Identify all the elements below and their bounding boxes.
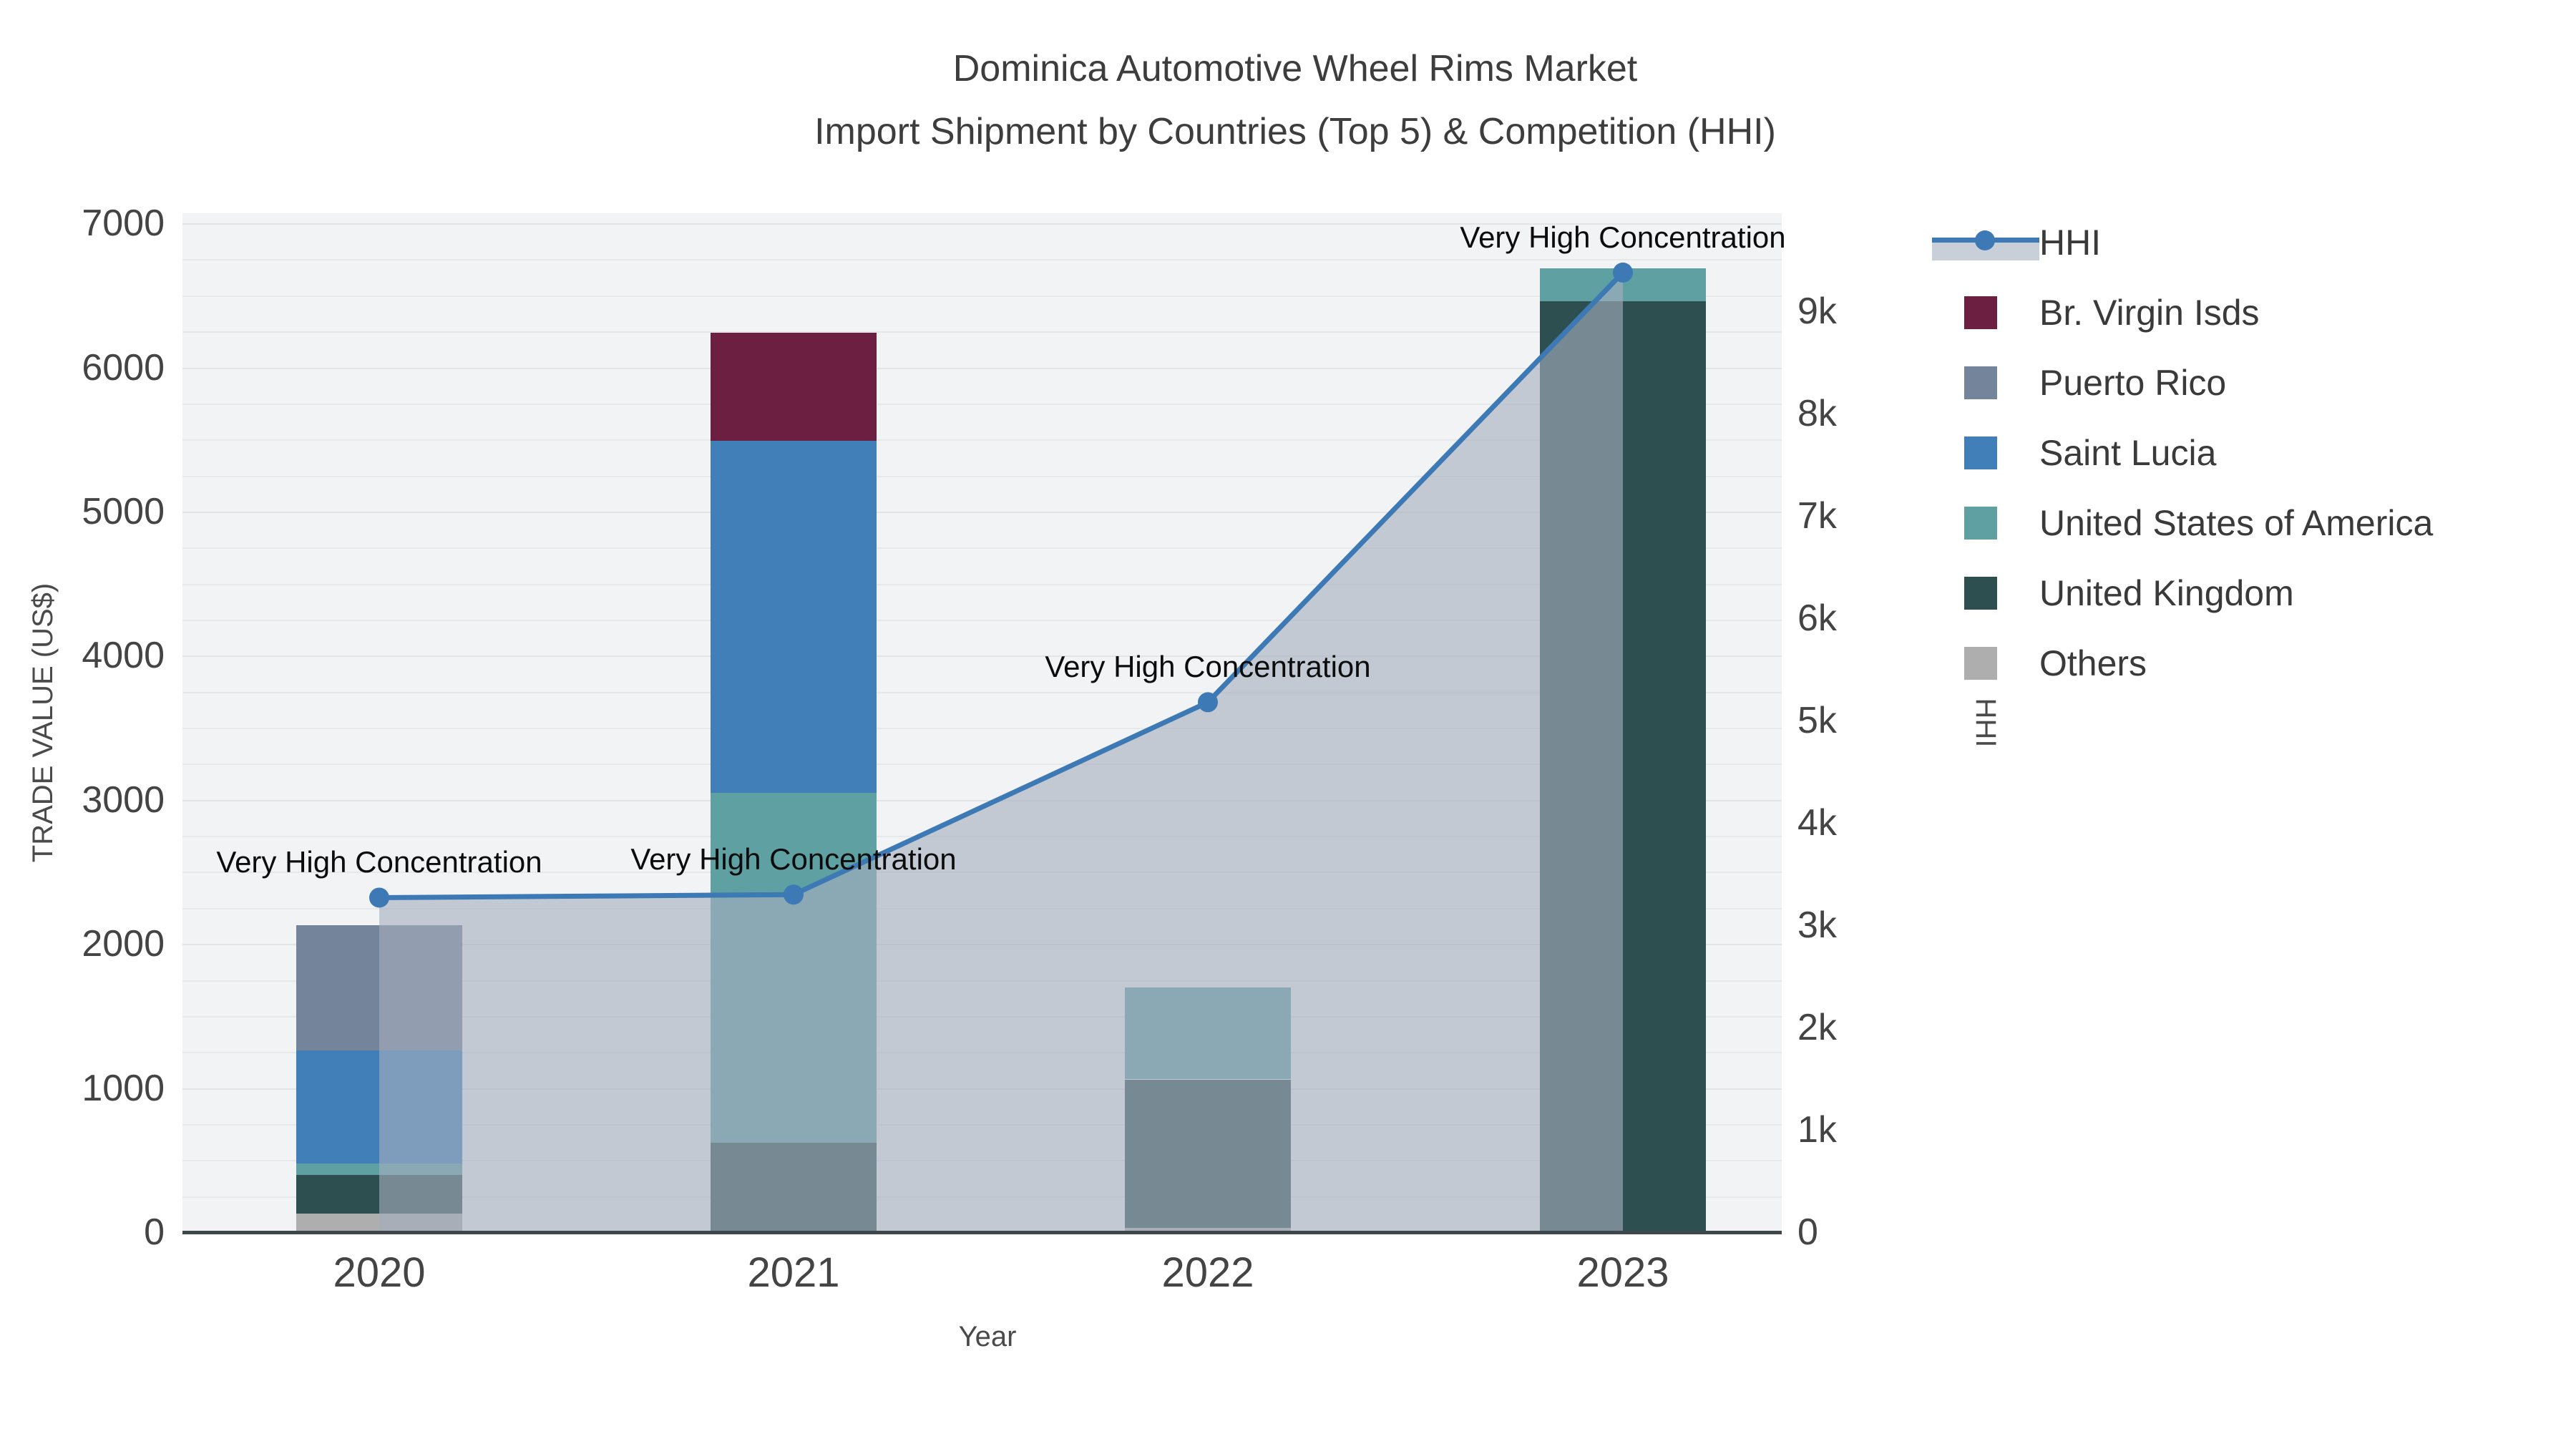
legend-item-puerto-rico[interactable]: Puerto Rico	[1925, 362, 2569, 405]
y-right-tick-5k: 5k	[1797, 700, 1837, 742]
gridline-4500	[182, 583, 1782, 585]
legend-swatch-united-states-of-america	[1964, 507, 1997, 540]
x-tick-2022: 2022	[1161, 1249, 1254, 1296]
annotation-2022: Very High Concentration	[1045, 650, 1371, 684]
x-tick-2020: 2020	[333, 1249, 426, 1296]
legend-item-united-kingdom[interactable]: United Kingdom	[1925, 572, 2569, 615]
y-left-tick-1000: 1000	[82, 1067, 165, 1109]
gridline-7000	[182, 223, 1782, 225]
legend-item-saint-lucia[interactable]: Saint Lucia	[1925, 432, 2569, 475]
y-right-tick-9k: 9k	[1797, 291, 1837, 333]
gridline-3000	[182, 799, 1782, 801]
annotation-2021: Very High Concentration	[630, 842, 957, 877]
y-axis-right-title: HHI	[1970, 698, 2001, 748]
y-left-tick-3000: 3000	[82, 779, 165, 821]
annotation-2023: Very High Concentration	[1460, 220, 1786, 254]
legend-swatch-others	[1964, 647, 1997, 680]
y-right-tick-4k: 4k	[1797, 802, 1837, 844]
y-right-tick-1k: 1k	[1797, 1109, 1837, 1151]
gridline-5500	[182, 439, 1782, 441]
legend-label-hhi: HHI	[2039, 223, 2102, 263]
legend-swatch-saint-lucia	[1964, 436, 1997, 469]
legend-label-puerto-rico: Puerto Rico	[2039, 363, 2227, 403]
hhi-marker-2023[interactable]	[1613, 262, 1633, 283]
gridline-3500	[182, 728, 1782, 730]
legend-label-united-kingdom: United Kingdom	[2039, 573, 2294, 613]
legend-item-hhi[interactable]: HHI	[1925, 222, 2569, 265]
x-tick-2021: 2021	[747, 1249, 840, 1296]
y-right-tick-8k: 8k	[1797, 393, 1837, 435]
gridline-3750	[182, 691, 1782, 693]
y-left-tick-6000: 6000	[82, 346, 165, 389]
gridline-4000	[182, 655, 1782, 658]
hhi-legend-marker-icon	[1975, 230, 1995, 250]
x-axis-line	[182, 1231, 1782, 1234]
bar-segment-2021-br-virgin-isds[interactable]	[711, 333, 877, 441]
gridline-5750	[182, 403, 1782, 405]
bar-segment-2021-saint-lucia[interactable]	[711, 441, 877, 793]
legend-label-saint-lucia: Saint Lucia	[2039, 433, 2217, 473]
hhi-area-fill	[379, 272, 1623, 1231]
chart-title-block: Dominica Automotive Wheel Rims Market Im…	[14, 50, 2576, 150]
x-axis-title: Year	[958, 1321, 1017, 1352]
legend-label-united-states-of-america: United States of America	[2039, 503, 2434, 543]
hhi-marker-2021[interactable]	[784, 884, 804, 905]
legend-label-br-virgin-isds: Br. Virgin Isds	[2039, 293, 2260, 333]
gridline-3250	[182, 763, 1782, 766]
hhi-line	[379, 270, 1625, 900]
hhi-marker-2022[interactable]	[1198, 692, 1218, 713]
x-tick-2023: 2023	[1576, 1249, 1669, 1296]
legend-swatch-br-virgin-isds	[1964, 296, 1997, 329]
y-right-tick-0: 0	[1797, 1211, 1818, 1253]
y-right-tick-6k: 6k	[1797, 597, 1837, 640]
chart-subtitle: Import Shipment by Countries (Top 5) & C…	[814, 111, 1776, 152]
y-left-tick-2000: 2000	[82, 923, 165, 965]
legend-item-br-virgin-isds[interactable]: Br. Virgin Isds	[1925, 292, 2569, 335]
y-right-tick-3k: 3k	[1797, 904, 1837, 947]
chart-title: Dominica Automotive Wheel Rims Market	[952, 48, 1638, 89]
y-left-tick-7000: 7000	[82, 203, 165, 245]
gridline-6250	[182, 331, 1782, 333]
y-right-tick-7k: 7k	[1797, 495, 1837, 537]
annotation-2020: Very High Concentration	[216, 845, 542, 879]
gridline-6750	[182, 259, 1782, 261]
y-left-tick-5000: 5000	[82, 490, 165, 532]
y-axis-left-title: TRADE VALUE (US$)	[27, 582, 59, 863]
legend-swatch-puerto-rico	[1964, 366, 1997, 399]
gridline-6500	[182, 295, 1782, 297]
gridline-5000	[182, 511, 1782, 513]
y-left-tick-4000: 4000	[82, 635, 165, 677]
legend-item-united-states-of-america[interactable]: United States of America	[1925, 502, 2569, 545]
gridline-5250	[182, 475, 1782, 477]
y-right-tick-2k: 2k	[1797, 1007, 1837, 1049]
gridline-4250	[182, 619, 1782, 621]
legend-item-others[interactable]: Others	[1925, 643, 2569, 686]
legend-label-others: Others	[2039, 643, 2147, 683]
gridline-4750	[182, 547, 1782, 550]
gridline-6000	[182, 367, 1782, 369]
y-left-tick-0: 0	[144, 1211, 165, 1253]
hhi-marker-2020[interactable]	[369, 887, 389, 908]
legend-swatch-united-kingdom	[1964, 577, 1997, 610]
